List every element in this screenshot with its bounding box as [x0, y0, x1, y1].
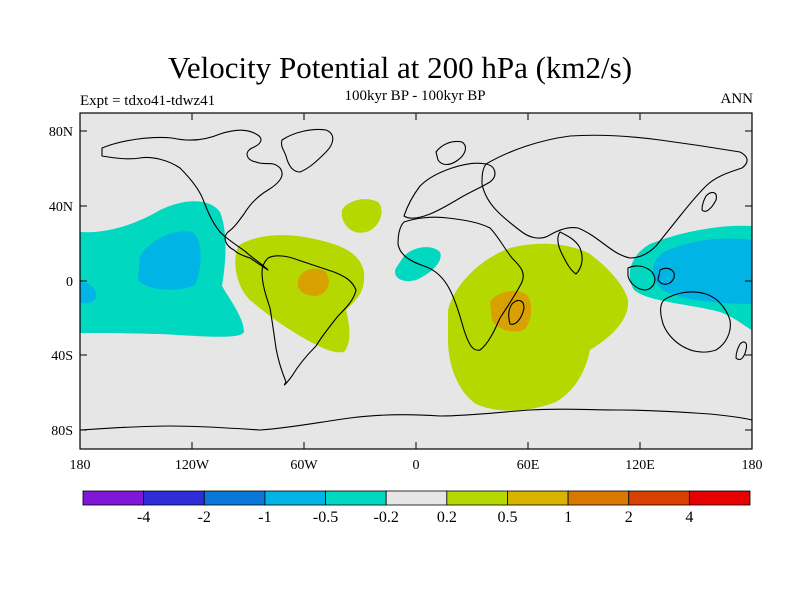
lon-label-180w: 180: [70, 458, 91, 473]
coastline-south-america: [261, 255, 357, 386]
colorbar-label: 0.5: [497, 509, 517, 526]
colorbar-swatch: [325, 490, 387, 506]
contour-north-atlantic-positive: [341, 199, 382, 233]
coastline-scandinavia: [435, 140, 467, 166]
coastline-australia: [660, 291, 731, 353]
experiment-label: Expt = tdxo41-tdwz41: [80, 93, 216, 109]
contour-pacific-negative-west-edge-core: [80, 282, 97, 304]
plot-title: Velocity Potential at 200 hPa (km2/s): [167, 50, 633, 85]
colorbar-swatch: [82, 490, 145, 506]
colorbar-swatch: [628, 490, 690, 506]
lat-label-0: 0: [66, 275, 73, 290]
lat-label-80n: 80N: [49, 125, 73, 140]
coastline-antarctica: [79, 408, 753, 431]
lon-label-180e: 180: [742, 458, 763, 473]
lon-label-60e: 60E: [517, 458, 540, 473]
contour-fields: [80, 199, 752, 411]
colorbar-label: 4: [685, 509, 693, 526]
lon-label-120w: 120W: [175, 458, 210, 473]
contour-south-america-positive-core: [297, 268, 329, 296]
colorbar-swatch: [446, 490, 508, 506]
coastline-asia: [481, 134, 748, 259]
colorbar: [82, 490, 751, 506]
colorbar-label: -0.5: [313, 509, 338, 526]
colorbar-label: -2: [198, 509, 211, 526]
colorbar-swatch: [203, 490, 266, 506]
colorbar-swatch: [264, 490, 326, 506]
colorbar-label: 1: [564, 509, 572, 526]
lat-label-80s: 80S: [51, 424, 73, 439]
colorbar-swatch: [567, 490, 630, 506]
colorbar-swatch: [143, 490, 205, 506]
coastline-new-zealand: [735, 341, 748, 361]
colorbar-label: -1: [258, 509, 271, 526]
colorbar-label: 2: [625, 509, 633, 526]
colorbar-label: 0.2: [437, 509, 457, 526]
coastline-madagascar: [508, 299, 525, 325]
lon-label-0: 0: [413, 458, 420, 473]
contour-africa-positive: [448, 243, 629, 411]
contour-pacific-negative-east-core: [652, 238, 752, 304]
coastlines: [79, 128, 753, 431]
colorbar-labels: -4 -2 -1 -0.5 -0.2 0.2 0.5 1 2 4: [137, 509, 693, 526]
coastline-europe: [403, 162, 496, 219]
contour-pacific-negative-west-core: [138, 231, 201, 290]
season-label: ANN: [720, 91, 754, 107]
lon-label-60w: 60W: [290, 458, 318, 473]
longitude-axis: [79, 113, 753, 449]
colorbar-swatch: [507, 490, 569, 506]
coastline-greenland: [280, 128, 334, 173]
coastline-north-america: [101, 129, 283, 271]
coastline-japan: [701, 191, 717, 212]
lon-label-120e: 120E: [625, 458, 655, 473]
colorbar-swatch: [688, 490, 751, 506]
plot-subtitle: 100kyr BP - 100kyr BP: [344, 88, 486, 104]
coastline-africa: [397, 216, 524, 351]
coastline-southeast-asia-islands: [627, 265, 675, 291]
lat-label-40s: 40S: [51, 349, 73, 364]
latitude-axis: [80, 130, 752, 431]
coastline-india: [557, 231, 583, 275]
lat-label-40n: 40N: [49, 200, 73, 215]
colorbar-label: -4: [137, 509, 150, 526]
colorbar-swatch: [385, 490, 448, 506]
colorbar-label: -0.2: [374, 509, 399, 526]
